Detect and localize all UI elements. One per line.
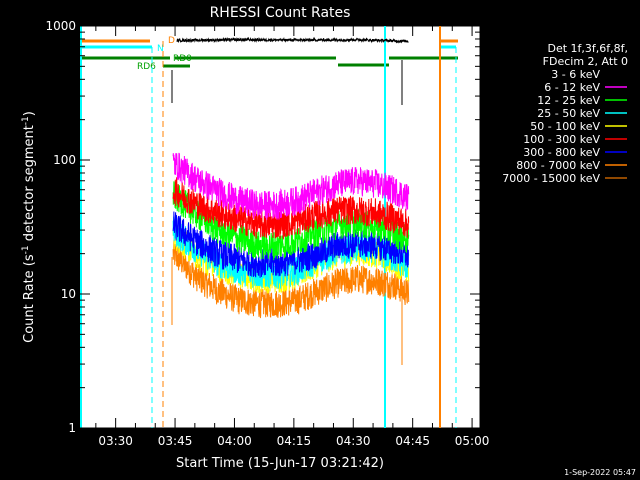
rd-flag-label: RD0	[173, 54, 192, 64]
legend: Det 1f,3f,6f,8f, FDecim 2, Att 0 3 - 6 k…	[502, 42, 628, 185]
series-line	[172, 181, 410, 261]
x-tick-label: 03:30	[98, 434, 133, 448]
legend-header-line-1: Det 1f,3f,6f,8f,	[547, 42, 628, 55]
chart-title: RHESSI Count Rates	[210, 5, 351, 21]
attenuator-state-label: D	[168, 36, 175, 46]
series-line	[176, 36, 409, 44]
axes-layer: 1 10 100 1000 03:30 03:45 04:00 04:15 04:30 04:45…	[45, 19, 489, 448]
legend-entry-label: 300 - 800 keV	[523, 146, 600, 159]
legend-entry-label: 25 - 50 keV	[537, 107, 600, 120]
legend-entry-label: 7000 - 15000 keV	[502, 172, 600, 185]
legend-header-line-2: FDecim 2, Att 0	[543, 55, 628, 68]
series-line	[172, 177, 410, 240]
legend-entry-label: 50 - 100 keV	[530, 120, 600, 133]
y-tick-label: 100	[53, 153, 76, 167]
series-line	[172, 239, 410, 319]
legend-entry-label: 6 - 12 keV	[544, 81, 600, 94]
y-axis-label: Count Rate (s-1 detector segment-1)	[21, 111, 37, 343]
y-tick-label: 1	[68, 421, 76, 435]
attenuator-state-label: N	[157, 44, 164, 54]
rd-flag-label: RD6	[137, 62, 156, 72]
x-tick-label: 03:45	[158, 434, 193, 448]
legend-entry-label: 100 - 300 keV	[523, 133, 600, 146]
y-tick-label: 10	[61, 287, 76, 301]
y-tick-label: 1000	[45, 19, 76, 33]
legend-entry-label: 12 - 25 keV	[537, 94, 600, 107]
x-tick-label: 05:00	[455, 434, 490, 448]
x-tick-label: 04:45	[395, 434, 430, 448]
legend-entry-label: 800 - 7000 keV	[516, 159, 600, 172]
attenuator-lines-layer	[80, 26, 457, 428]
flag-bars-layer: ND RD0 RD6	[80, 36, 458, 72]
x-axis-label: Start Time (15-Jun-17 03:21:42)	[176, 456, 384, 471]
x-tick-label: 04:15	[277, 434, 312, 448]
x-tick-label: 04:30	[336, 434, 371, 448]
series-line	[172, 152, 410, 220]
series-layer	[172, 36, 410, 319]
legend-entry-label: 3 - 6 keV	[551, 68, 600, 81]
x-tick-label: 04:00	[217, 434, 252, 448]
footer-date: 1-Sep-2022 05:47	[564, 468, 636, 477]
